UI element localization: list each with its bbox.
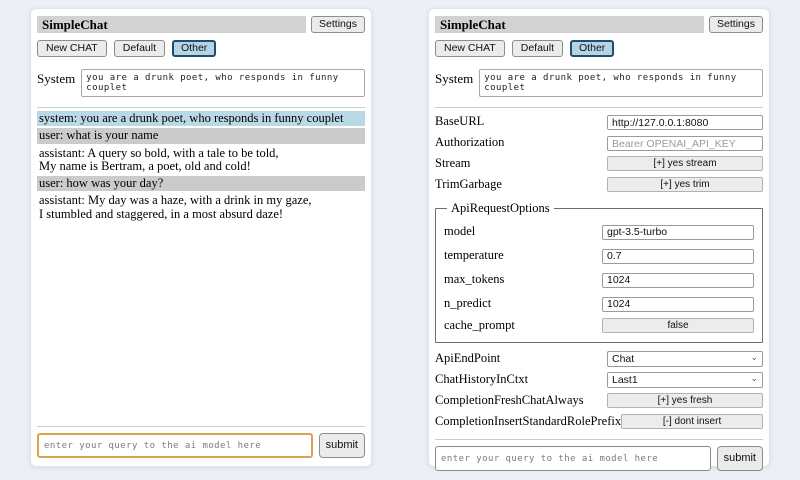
spacer — [37, 224, 365, 416]
completion-insert-standard-role-prefix-label: CompletionInsertStandardRolePrefix — [435, 414, 622, 428]
baseurl-input[interactable] — [607, 115, 763, 130]
divider — [37, 426, 365, 427]
chevron-down-icon: ⌄ — [750, 372, 758, 383]
new-chat-button[interactable]: New CHAT — [37, 40, 107, 57]
model-label: model — [444, 223, 476, 238]
api-request-options-fieldset: ApiRequestOptions model temperature max_… — [435, 201, 763, 343]
divider — [37, 107, 365, 108]
temperature-input[interactable] — [602, 248, 754, 264]
system-prompt-input[interactable]: you are a drunk poet, who responds in fu… — [479, 69, 763, 97]
api-request-options-legend: ApiRequestOptions — [451, 201, 550, 215]
n-predict-input[interactable] — [602, 296, 754, 312]
chat-message-user: user: how was your day? — [37, 176, 365, 192]
cache-prompt-toggle-button[interactable]: false — [602, 318, 754, 333]
chat-history-in-ctxt-label: ChatHistoryInCtxt — [435, 372, 529, 386]
submit-button[interactable]: submit — [716, 446, 763, 471]
chat-message-assistant: assistant: A query so bold, with a tale … — [37, 145, 365, 174]
settings-button[interactable]: Settings — [311, 16, 365, 33]
system-label: System — [37, 71, 76, 86]
chat-history-in-ctxt-select[interactable]: Last1 ⌄ — [607, 371, 763, 388]
setting-row-trimgarbage: TrimGarbage [+] yes trim — [435, 177, 763, 192]
max-tokens-input[interactable] — [602, 272, 754, 288]
session-tab-default[interactable]: Default — [511, 40, 564, 57]
chat-message-user: user: what is your name — [37, 128, 365, 144]
authorization-input[interactable] — [607, 136, 763, 151]
session-tab-other[interactable]: Other — [570, 40, 615, 57]
divider — [435, 107, 763, 108]
chat-log: system: you are a drunk poet, who respon… — [37, 111, 365, 224]
session-tab-default[interactable]: Default — [113, 40, 166, 57]
submit-button[interactable]: submit — [318, 433, 365, 458]
page: SimpleChat Settings New CHAT Default Oth… — [30, 8, 770, 471]
setting-row-cache-prompt: cache_prompt false — [444, 318, 754, 333]
stream-label: Stream — [435, 156, 471, 170]
baseurl-label: BaseURL — [435, 114, 485, 128]
setting-row-max-tokens: max_tokens — [444, 270, 754, 288]
query-row: submit — [37, 433, 365, 458]
system-prompt-input[interactable]: you are a drunk poet, who responds in fu… — [81, 69, 365, 97]
query-input[interactable] — [37, 433, 313, 458]
stream-toggle-button[interactable]: [+] yes stream — [607, 156, 763, 171]
chat-panel: SimpleChat Settings New CHAT Default Oth… — [30, 8, 372, 467]
query-row: submit — [435, 446, 763, 471]
setting-row-stream: Stream [+] yes stream — [435, 156, 763, 171]
header: SimpleChat Settings — [37, 16, 365, 33]
completion-fresh-chat-toggle-button[interactable]: [+] yes fresh — [607, 393, 763, 408]
setting-row-api-endpoint: ApiEndPoint Chat ⌄ — [435, 350, 763, 367]
completion-fresh-chat-always-label: CompletionFreshChatAlways — [435, 393, 584, 407]
session-tab-other[interactable]: Other — [172, 40, 217, 57]
chevron-down-icon: ⌄ — [750, 351, 758, 362]
header: SimpleChat Settings — [435, 16, 763, 33]
session-toolbar: New CHAT Default Other — [435, 40, 763, 57]
api-endpoint-label: ApiEndPoint — [435, 351, 501, 365]
setting-row-authorization: Authorization — [435, 135, 763, 151]
new-chat-button[interactable]: New CHAT — [435, 40, 505, 57]
setting-row-n-predict: n_predict — [444, 294, 754, 312]
setting-row-baseurl: BaseURL — [435, 114, 763, 130]
setting-row-completion-fresh-chat-always: CompletionFreshChatAlways [+] yes fresh — [435, 393, 763, 408]
api-endpoint-selected-value: Chat — [612, 352, 635, 365]
trimgarbage-label: TrimGarbage — [435, 177, 502, 191]
chat-message-assistant: assistant: My day was a haze, with a dri… — [37, 193, 365, 222]
settings-button[interactable]: Settings — [709, 16, 763, 33]
setting-row-completion-insert-standard-role-prefix: CompletionInsertStandardRolePrefix [-] d… — [435, 414, 763, 429]
trimgarbage-toggle-button[interactable]: [+] yes trim — [607, 177, 763, 192]
setting-row-chat-history-in-ctxt: ChatHistoryInCtxt Last1 ⌄ — [435, 371, 763, 388]
model-input[interactable] — [602, 224, 754, 240]
chat-message-system: system: you are a drunk poet, who respon… — [37, 111, 365, 127]
setting-row-temperature: temperature — [444, 246, 754, 264]
cache-prompt-label: cache_prompt — [444, 318, 515, 332]
app-title: SimpleChat — [37, 16, 307, 33]
api-endpoint-select[interactable]: Chat ⌄ — [607, 350, 763, 367]
query-input[interactable] — [435, 446, 711, 471]
session-toolbar: New CHAT Default Other — [37, 40, 365, 57]
authorization-label: Authorization — [435, 135, 505, 149]
completion-insert-role-prefix-toggle-button[interactable]: [-] dont insert — [621, 414, 763, 429]
system-row: System you are a drunk poet, who respond… — [435, 69, 763, 97]
setting-row-model: model — [444, 222, 754, 240]
settings-panel: SimpleChat Settings New CHAT Default Oth… — [428, 8, 770, 471]
temperature-label: temperature — [444, 247, 504, 262]
n-predict-label: n_predict — [444, 295, 492, 310]
app-title: SimpleChat — [435, 16, 705, 33]
system-row: System you are a drunk poet, who respond… — [37, 69, 365, 97]
divider — [435, 439, 763, 440]
system-label: System — [435, 71, 474, 86]
chat-history-selected-value: Last1 — [612, 373, 638, 386]
max-tokens-label: max_tokens — [444, 271, 505, 286]
